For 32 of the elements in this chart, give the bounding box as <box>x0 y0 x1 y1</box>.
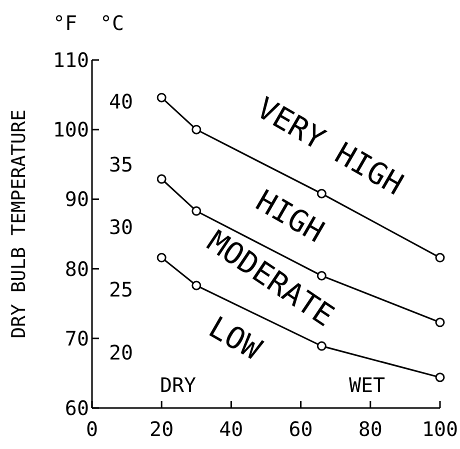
point <box>156 92 166 102</box>
y2-tick-label: 35 <box>108 152 134 176</box>
y2-tick-label: 25 <box>108 278 134 302</box>
x-tick-label: 40 <box>219 417 244 441</box>
y2-axis-title: °C <box>100 11 124 35</box>
annotation: DRY <box>160 373 196 397</box>
point <box>192 280 202 290</box>
point <box>435 318 445 328</box>
x-tick-label: 0 <box>86 417 98 441</box>
point <box>435 252 445 262</box>
y-tick-label: 90 <box>64 187 89 212</box>
point <box>316 341 326 351</box>
point <box>156 174 166 184</box>
point <box>156 252 166 262</box>
y-axis-title: DRY BULB TEMPERATURE <box>8 110 30 338</box>
annotation: WET <box>348 373 386 397</box>
y-tick-label: 100 <box>52 118 89 142</box>
y-tick-label: 80 <box>64 256 89 281</box>
x-tick-label: 60 <box>288 417 313 441</box>
y-tick-label: 70 <box>64 326 89 350</box>
text: °F <box>52 11 78 35</box>
point <box>435 372 445 382</box>
point <box>192 206 202 216</box>
y2-tick-label: 40 <box>108 90 134 114</box>
x-tick-label: 20 <box>150 417 174 441</box>
y2-tick-label: 30 <box>108 215 134 240</box>
x-tick-label: 100 <box>422 417 458 441</box>
y-tick-label: 110 <box>52 48 89 72</box>
y-tick-label: 60 <box>64 396 89 420</box>
point <box>192 124 202 134</box>
y2-tick-label: 20 <box>108 340 134 364</box>
x-tick-label: 80 <box>358 417 382 441</box>
